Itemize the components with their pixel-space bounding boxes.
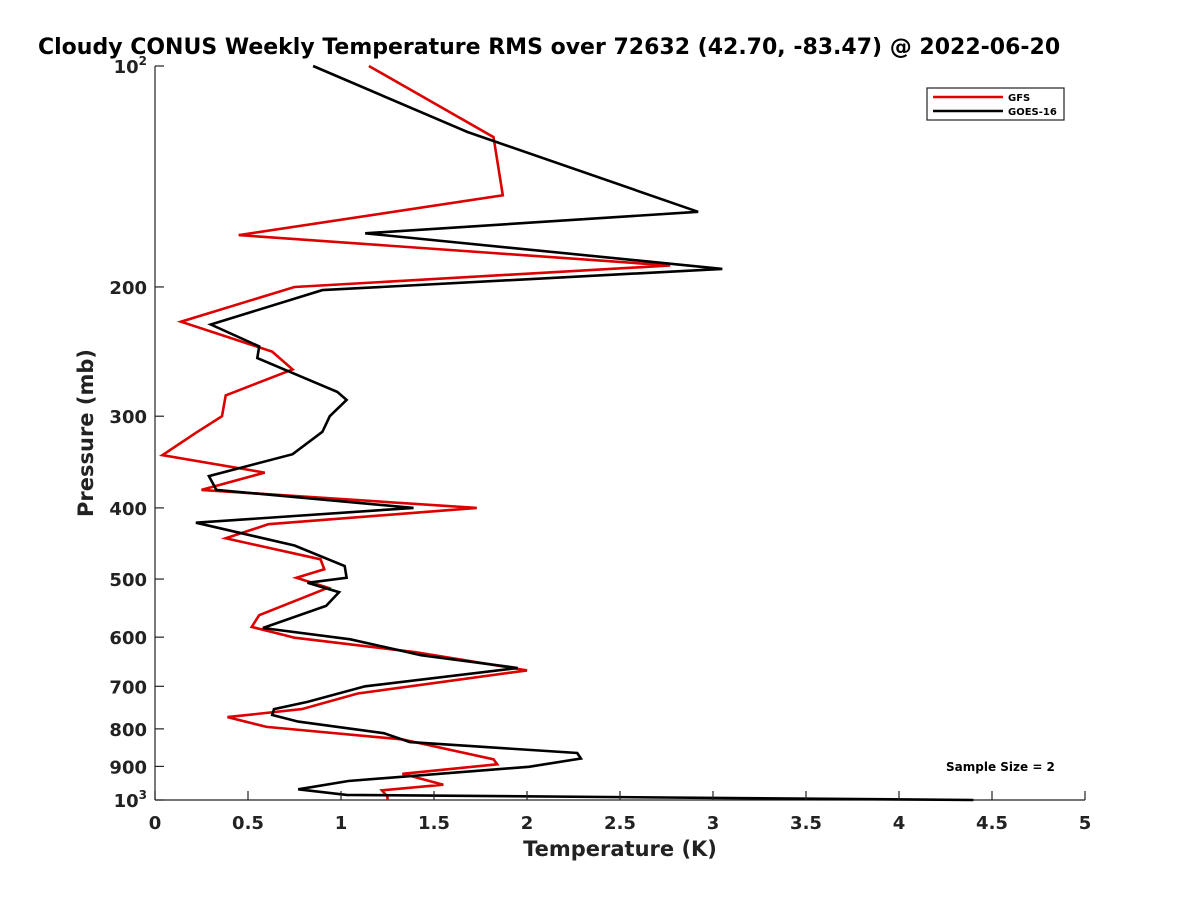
x-tick-label: 0 [149, 813, 162, 834]
x-tick-label: 2.5 [604, 813, 636, 834]
y-tick-label: 200 [109, 278, 147, 299]
x-tick-label: 3.5 [790, 813, 822, 834]
y-tick-label: 400 [109, 499, 147, 520]
y-axis-label: Pressure (mb) [74, 349, 98, 517]
x-tick-label: 1.5 [418, 813, 450, 834]
series-line-gfs [158, 64, 671, 800]
legend-box [926, 87, 1065, 121]
y-tick-label: 700 [109, 677, 147, 698]
y-tick-label: 102 [114, 54, 147, 78]
x-tick-label: 5 [1079, 813, 1092, 834]
sample-size-annotation: Sample Size = 2 [946, 760, 1055, 774]
y-tick-label: 300 [109, 407, 147, 428]
plot-area [154, 64, 1085, 802]
x-tick-label: 2 [521, 813, 534, 834]
x-axis-label: Temperature (K) [523, 837, 717, 861]
legend: GFS GOES-16 [926, 87, 1065, 121]
x-tick-label: 3 [707, 813, 720, 834]
series-layer [158, 64, 974, 802]
y-axis-ticks: 102 200 300 400 500 600 700 800 900 103 [109, 54, 164, 812]
x-tick-label: 4 [893, 813, 906, 834]
x-tick-label: 0.5 [232, 813, 264, 834]
x-tick-label: 1 [335, 813, 348, 834]
y-tick-label: 600 [109, 628, 147, 649]
chart-title: Cloudy CONUS Weekly Temperature RMS over… [38, 35, 1060, 60]
y-tick-label: 800 [109, 720, 147, 741]
y-tick-label: 900 [109, 757, 147, 778]
series-line-goes16 [195, 64, 974, 802]
legend-label-goes16: GOES-16 [1008, 107, 1057, 118]
y-tick-label: 500 [109, 570, 147, 591]
x-axis-ticks: 0 0.5 1 1.5 2 2.5 3 3.5 4 4.5 5 [149, 791, 1092, 834]
y-tick-label: 103 [114, 788, 147, 812]
legend-label-gfs: GFS [1008, 93, 1030, 104]
x-tick-label: 4.5 [976, 813, 1008, 834]
